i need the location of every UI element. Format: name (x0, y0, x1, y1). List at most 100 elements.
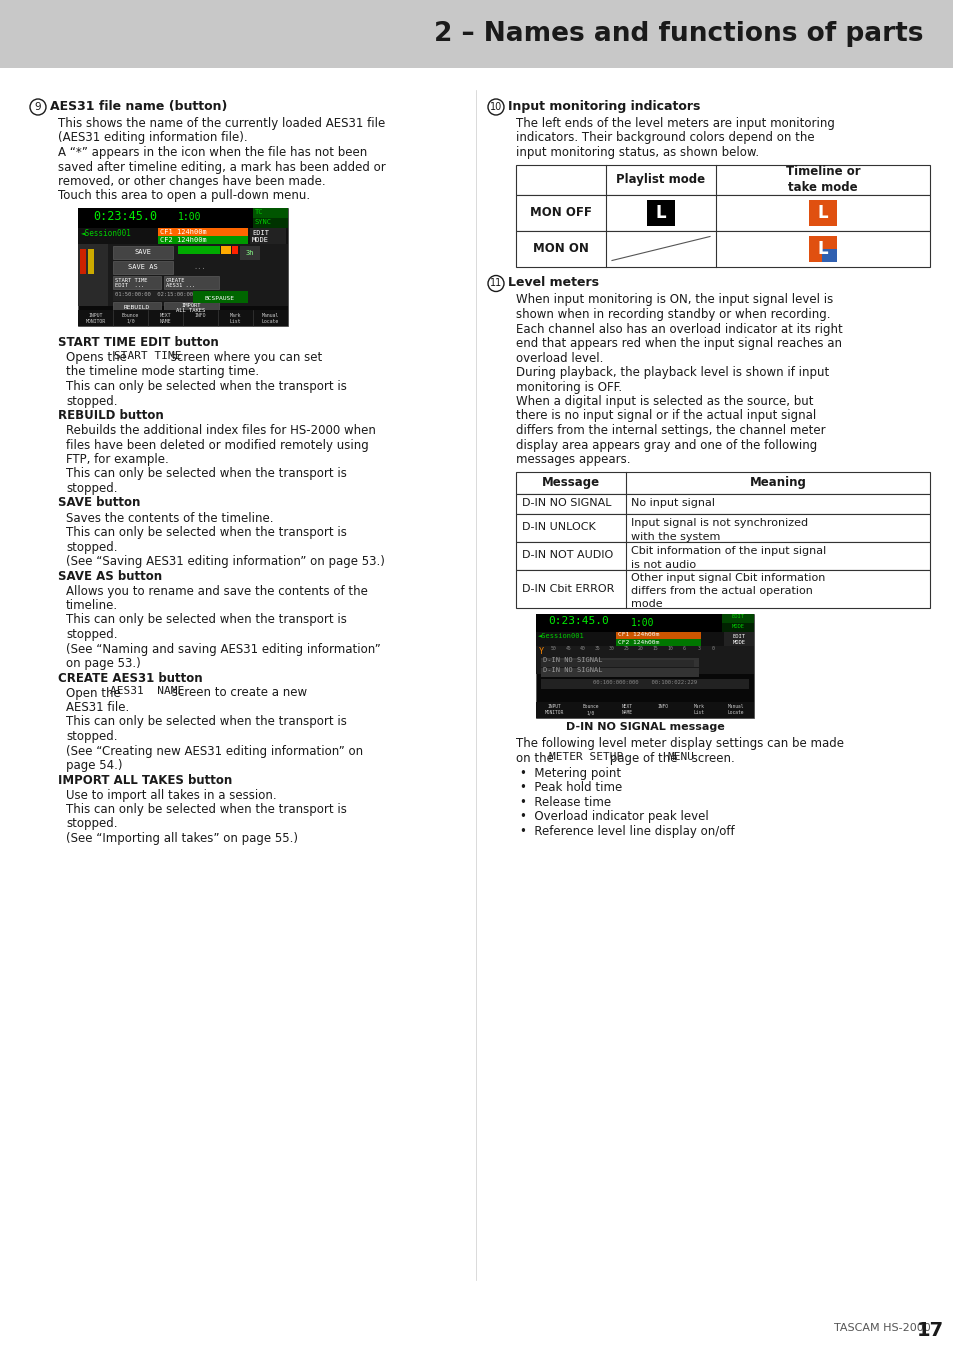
Text: 1:00: 1:00 (630, 617, 654, 628)
Bar (178, 246, 220, 254)
Bar (540, 660, 693, 667)
Text: differs from the internal settings, the channel meter: differs from the internal settings, the … (516, 424, 824, 437)
Text: AES31 file.: AES31 file. (66, 701, 129, 714)
Text: 45: 45 (565, 647, 571, 652)
Text: 17: 17 (916, 1320, 943, 1339)
Bar (158, 236, 248, 244)
Text: files have been deleted or modified remotely using: files have been deleted or modified remo… (66, 439, 369, 451)
Text: Meaning: Meaning (749, 477, 805, 489)
Bar (88, 248, 94, 274)
Text: 9: 9 (34, 103, 41, 112)
Text: START TIME: START TIME (115, 278, 148, 283)
Text: D-IN NOT AUDIO: D-IN NOT AUDIO (521, 551, 613, 560)
Text: Other input signal Cbit information: Other input signal Cbit information (630, 572, 824, 583)
Text: The left ends of the level meters are input monitoring: The left ends of the level meters are in… (516, 117, 834, 130)
Bar (516, 194, 929, 231)
Text: with the system: with the system (630, 532, 720, 541)
Text: This can only be selected when the transport is: This can only be selected when the trans… (66, 613, 347, 626)
Text: This shows the name of the currently loaded AES31 file: This shows the name of the currently loa… (58, 117, 385, 130)
Text: A “*” appears in the icon when the file has not been: A “*” appears in the icon when the file … (58, 146, 367, 159)
Text: CREATE: CREATE (166, 278, 185, 283)
Text: 35: 35 (594, 647, 599, 652)
Text: 10: 10 (489, 103, 501, 112)
Text: on the: on the (516, 752, 558, 765)
Text: D-IN NO SIGNAL message: D-IN NO SIGNAL message (565, 721, 723, 732)
Text: •  Overload indicator peak level: • Overload indicator peak level (519, 810, 708, 824)
Text: display area appears gray and one of the following: display area appears gray and one of the… (516, 439, 817, 451)
Text: ◄Session001: ◄Session001 (81, 230, 132, 238)
Bar (253, 217, 288, 228)
Bar (250, 228, 286, 244)
Text: input monitoring status, as shown below.: input monitoring status, as shown below. (516, 146, 759, 159)
Text: page 54.): page 54.) (66, 759, 122, 772)
Bar (193, 292, 248, 302)
Text: messages appears.: messages appears. (516, 454, 630, 466)
Bar (536, 632, 753, 645)
Text: Saves the contents of the timeline.: Saves the contents of the timeline. (66, 512, 274, 525)
Text: NEXT
NAME: NEXT NAME (620, 705, 632, 716)
Text: mode: mode (630, 599, 662, 609)
Text: end that appears red when the input signal reaches an: end that appears red when the input sign… (516, 338, 841, 350)
Bar (808, 235, 836, 262)
Text: This can only be selected when the transport is: This can only be selected when the trans… (66, 526, 347, 539)
Text: Manual
Locate: Manual Locate (262, 313, 279, 324)
Text: This can only be selected when the transport is: This can only be selected when the trans… (66, 379, 347, 393)
Text: 0:23:45.0: 0:23:45.0 (547, 616, 608, 625)
Text: Level meters: Level meters (507, 277, 598, 289)
Text: SAVE AS button: SAVE AS button (58, 570, 162, 582)
Text: Mark
List: Mark List (693, 705, 704, 716)
Text: Bounce
1/0: Bounce 1/0 (581, 705, 598, 716)
Text: saved after timeline editing, a mark has been added or: saved after timeline editing, a mark has… (58, 161, 385, 174)
Text: 30: 30 (608, 647, 615, 652)
Text: Manual
Locate: Manual Locate (727, 705, 743, 716)
Text: Message: Message (541, 477, 599, 489)
Text: Playlist mode: Playlist mode (616, 173, 705, 186)
Bar (112, 261, 172, 274)
Text: The following level meter display settings can be made: The following level meter display settin… (516, 737, 843, 751)
Text: ...: ... (193, 265, 206, 270)
Bar (536, 702, 753, 717)
Bar (164, 275, 219, 289)
Text: TC: TC (254, 209, 263, 215)
Text: SAVE button: SAVE button (58, 497, 140, 509)
Bar (821, 248, 836, 262)
Text: EDIT  ...: EDIT ... (115, 284, 144, 288)
Bar (0, 0, 953, 68)
Text: (See “Naming and saving AES31 editing information”: (See “Naming and saving AES31 editing in… (66, 643, 380, 656)
Text: IMPORT ALL TAKES button: IMPORT ALL TAKES button (58, 774, 232, 787)
Text: Opens the: Opens the (66, 351, 131, 364)
Bar (721, 613, 753, 622)
Text: When input monitoring is ON, the input signal level is: When input monitoring is ON, the input s… (516, 293, 832, 306)
Bar (158, 228, 248, 236)
Bar (540, 657, 699, 667)
Text: stopped.: stopped. (66, 394, 117, 408)
Text: shown when in recording standby or when recording.: shown when in recording standby or when … (516, 308, 830, 321)
Text: page of the: page of the (605, 752, 680, 765)
Text: REBUILD: REBUILD (124, 305, 150, 310)
Text: START TIME EDIT button: START TIME EDIT button (58, 336, 218, 350)
Bar (516, 471, 929, 494)
Text: Open the: Open the (66, 687, 125, 699)
Text: CF2 124h00m: CF2 124h00m (618, 640, 659, 644)
Bar (78, 208, 288, 228)
Text: removed, or other changes have been made.: removed, or other changes have been made… (58, 176, 325, 188)
Text: 2 – Names and functions of parts: 2 – Names and functions of parts (434, 22, 923, 47)
Bar (516, 494, 929, 513)
Text: 15: 15 (652, 647, 658, 652)
Text: Mark
List: Mark List (230, 313, 241, 324)
Bar (221, 246, 231, 254)
Bar (516, 541, 929, 570)
Text: Allows you to rename and save the contents of the: Allows you to rename and save the conten… (66, 585, 368, 598)
Text: 01:50:00:00  02:15:00:00: 01:50:00:00 02:15:00:00 (115, 292, 193, 297)
Text: AES31  NAME: AES31 NAME (110, 687, 184, 697)
Text: indicators. Their background colors depend on the: indicators. Their background colors depe… (516, 131, 814, 144)
Text: 10: 10 (666, 647, 672, 652)
Text: stopped.: stopped. (66, 628, 117, 641)
Text: 00:100:000:000    00:100:022:229: 00:100:000:000 00:100:022:229 (593, 680, 697, 686)
Bar (723, 632, 753, 645)
Text: Use to import all takes in a session.: Use to import all takes in a session. (66, 788, 276, 802)
Text: screen to create a new: screen to create a new (168, 687, 307, 699)
Text: (AES31 editing information file).: (AES31 editing information file). (58, 131, 248, 144)
Text: is not audio: is not audio (630, 559, 696, 570)
Text: CREATE AES31 button: CREATE AES31 button (58, 671, 202, 684)
